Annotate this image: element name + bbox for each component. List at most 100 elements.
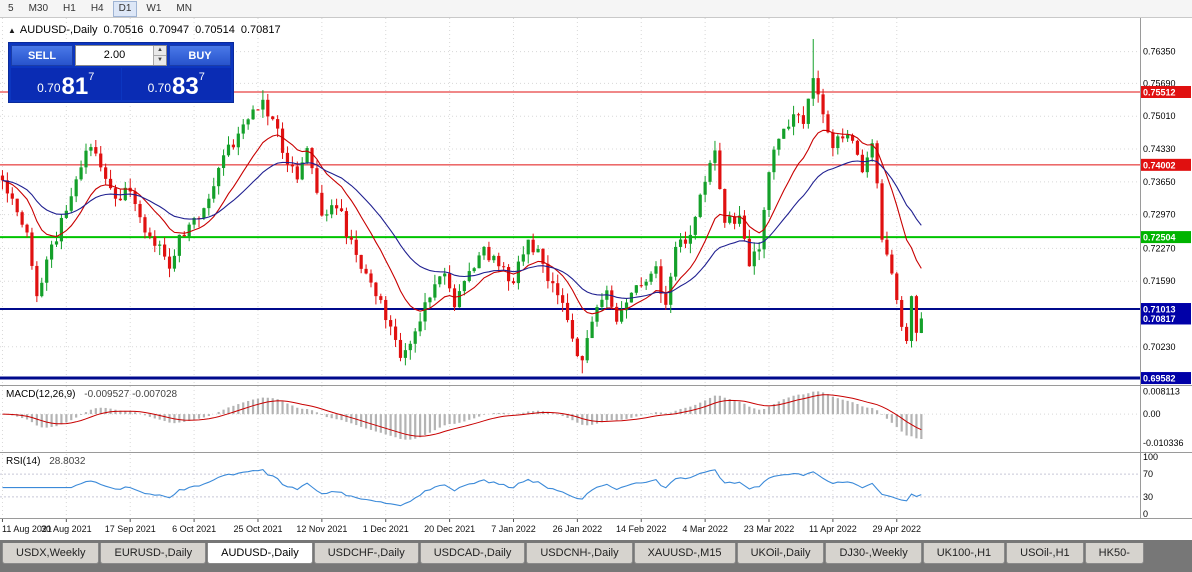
- date-axis-label: 14 Feb 2022: [616, 524, 667, 534]
- timeframe-button-h1[interactable]: H1: [63, 2, 76, 14]
- rsi-axis-label: 0: [1143, 509, 1148, 519]
- chart-tab-usdcad-daily[interactable]: USDCAD-,Daily: [419, 543, 526, 564]
- macd-axis-label: 0.00: [1143, 409, 1161, 419]
- chart-symbol-title: AUDUSD-,Daily: [19, 24, 98, 36]
- volume-value[interactable]: 2.00: [103, 49, 126, 61]
- macd-axis-label: -0.010336: [1143, 438, 1184, 448]
- volume-increase-button[interactable]: ▲: [153, 46, 166, 56]
- ask-big-figure: 83: [172, 73, 199, 100]
- price-level-badges[interactable]: 0.75512 0.74002 0.72504 0.71013 0.69582 0.708…: [1141, 85, 1191, 385]
- macd-signal-line: [2, 394, 922, 437]
- timeframe-button-m30[interactable]: M30: [28, 2, 49, 14]
- price-axis-label: 0.70230: [1143, 342, 1176, 352]
- chart-tab-usdcnh-daily[interactable]: USDCNH-,Daily: [526, 543, 633, 564]
- level-badge-0.74002-label: 0.74002: [1143, 160, 1176, 170]
- rsi-axis-label: 70: [1143, 469, 1153, 479]
- level-badge-0.72504-label: 0.72504: [1143, 233, 1176, 243]
- macd-histogram: [6, 391, 923, 440]
- horizontal-level-lines[interactable]: [0, 91, 1140, 380]
- chart-title-bar: ▲ AUDUSD-,Daily 0.70516 0.70947 0.70514 0.708…: [8, 24, 281, 36]
- bid-price[interactable]: 0.70 81 7: [11, 68, 121, 100]
- one-click-collapse-icon[interactable]: ▲: [8, 26, 16, 35]
- ohlc-close: 0.70817: [240, 24, 281, 36]
- level-badge-0.71013-label: 0.71013: [1143, 305, 1176, 315]
- volume-spinner-arrows: ▲ ▼: [153, 46, 166, 65]
- chart-tabs-bar: USDX,Weekly EURUSD-,Daily AUDUSD-,Daily USD…: [0, 540, 1192, 572]
- ask-prefix: 0.70: [147, 81, 172, 95]
- price-axis-label: 0.72970: [1143, 210, 1176, 220]
- macd-panel: [0, 391, 1140, 440]
- ask-price[interactable]: 0.70 83 7: [121, 68, 231, 100]
- price-axis[interactable]: 0.76350 0.75690 0.75010 0.74330 0.73650 0.729…: [1143, 47, 1184, 519]
- timeframe-button-d1[interactable]: D1: [112, 0, 138, 17]
- chart-tab-usoil-h1[interactable]: USOil-,H1: [1006, 543, 1084, 564]
- date-axis-label: 4 Mar 2022: [682, 524, 728, 534]
- rsi-indicator-value: 28.8032: [49, 456, 86, 467]
- level-badge-0.74002[interactable]: [1141, 158, 1191, 171]
- volume-spinner[interactable]: 2.00 ▲ ▼: [75, 45, 167, 66]
- macd-indicator-values: -0.009527 -0.007028: [84, 389, 178, 400]
- level-badge-0.75512[interactable]: [1141, 85, 1191, 98]
- current-price-badge[interactable]: [1141, 312, 1191, 325]
- chart-tab-usdchf-daily[interactable]: USDCHF-,Daily: [313, 543, 419, 564]
- date-axis-label: 1 Dec 2021: [363, 524, 409, 534]
- level-badge-0.69582-label: 0.69582: [1143, 374, 1176, 384]
- chart-tab-dj30-weekly[interactable]: DJ30-,Weekly: [825, 543, 922, 564]
- rsi-axis-label: 100: [1143, 452, 1158, 462]
- sell-button[interactable]: SELL: [11, 45, 73, 66]
- price-axis-label: 0.72270: [1143, 243, 1176, 253]
- timeframe-button-5[interactable]: 5: [8, 2, 14, 14]
- chart-tab-ukoil-daily[interactable]: UKOil-,Daily: [736, 543, 825, 564]
- ma-fast-line: [2, 129, 922, 315]
- level-badge-0.72504[interactable]: [1141, 231, 1191, 244]
- volume-decrease-button[interactable]: ▼: [153, 56, 166, 65]
- bid-big-figure: 81: [61, 73, 89, 100]
- date-axis-label: 12 Nov 2021: [296, 524, 347, 534]
- ohlc-open: 0.70516: [103, 24, 144, 36]
- chart-tab-hk50-[interactable]: HK50-: [1084, 543, 1144, 564]
- chart-tab-audusd-daily[interactable]: AUDUSD-,Daily: [207, 543, 313, 564]
- timeframe-toolbar: 5 M30 H1 H4 D1 W1 MN: [0, 0, 1192, 18]
- level-badge-0.71013[interactable]: [1141, 303, 1191, 316]
- date-axis-label: 11 Aug 2021: [2, 524, 52, 534]
- date-axis-label: 17 Sep 2021: [105, 524, 156, 534]
- date-axis-label: 20 Dec 2021: [424, 524, 475, 534]
- rsi-indicator-label: RSI(14) 28.8032: [6, 456, 85, 467]
- price-axis-label: 0.71590: [1143, 276, 1176, 286]
- date-axis-label: 26 Jan 2022: [553, 524, 603, 534]
- timeframe-button-mn[interactable]: MN: [176, 2, 192, 14]
- date-axis-label: 7 Jan 2022: [491, 524, 536, 534]
- date-axis-label: 23 Mar 2022: [744, 524, 795, 534]
- chart-tab-xauusd-m15[interactable]: XAUUSD-,M15: [633, 543, 736, 564]
- rsi-panel: [0, 468, 1140, 507]
- price-axis-label: 0.76350: [1143, 47, 1176, 57]
- ma-slow-line: [2, 159, 922, 299]
- rsi-axis-label: 30: [1143, 492, 1153, 502]
- date-axis-label: 29 Apr 2022: [872, 524, 921, 534]
- ohlc-high: 0.70947: [149, 24, 190, 36]
- level-badge-0.69582[interactable]: [1141, 372, 1191, 385]
- date-axis-label: 30 Aug 2021: [41, 524, 92, 534]
- macd-axis-label: 0.008113: [1143, 386, 1180, 396]
- price-axis-label: 0.75690: [1143, 78, 1176, 88]
- date-axis-label: 25 Oct 2021: [233, 524, 282, 534]
- ask-pip-fraction: 7: [198, 71, 205, 83]
- macd-label-text: MACD(12,26,9): [6, 389, 76, 400]
- buy-button[interactable]: BUY: [169, 45, 231, 66]
- ohlc-low: 0.70514: [195, 24, 235, 36]
- rsi-line: [2, 468, 922, 507]
- macd-indicator-label: MACD(12,26,9) -0.009527 -0.007028: [6, 389, 177, 400]
- level-badge-0.75512-label: 0.75512: [1143, 87, 1176, 97]
- chart-tab-eurusd-daily[interactable]: EURUSD-,Daily: [100, 543, 207, 564]
- price-axis-label: 0.73650: [1143, 177, 1176, 187]
- price-axis-label: 0.74330: [1143, 144, 1176, 154]
- chart-tab-usdx-weekly[interactable]: USDX,Weekly: [2, 543, 100, 564]
- price-axis-label: 0.75010: [1143, 111, 1176, 121]
- chart-tab-uk100-h1[interactable]: UK100-,H1: [922, 543, 1006, 564]
- one-click-trade-panel: SELL 2.00 ▲ ▼ BUY 0.70 81 7 0.70 83 7: [8, 42, 234, 103]
- timeframe-button-h4[interactable]: H4: [90, 2, 104, 14]
- rsi-label-text: RSI(14): [6, 456, 41, 467]
- timeframe-button-w1[interactable]: W1: [146, 2, 162, 14]
